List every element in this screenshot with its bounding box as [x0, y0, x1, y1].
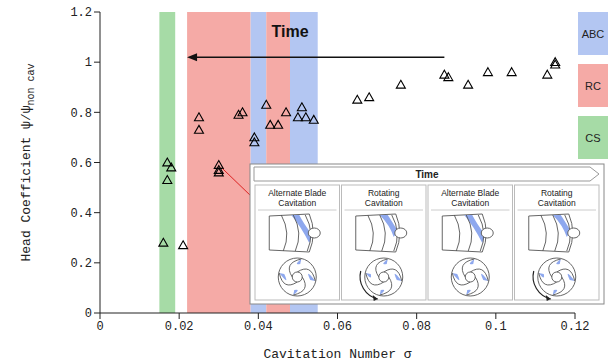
svg-text:CS: CS — [585, 132, 600, 144]
svg-text:0.2: 0.2 — [70, 257, 92, 271]
svg-text:Time: Time — [271, 23, 308, 40]
svg-text:ABC: ABC — [582, 28, 605, 40]
svg-text:Alternate Blade: Alternate Blade — [441, 188, 499, 198]
svg-text:Rotating: Rotating — [368, 188, 400, 198]
svg-text:Head Coefficient ψ/ψnon cav: Head Coefficient ψ/ψnon cav — [19, 63, 37, 261]
svg-text:0.6: 0.6 — [70, 157, 92, 171]
svg-text:0.02: 0.02 — [165, 320, 194, 334]
svg-text:0.4: 0.4 — [70, 207, 92, 221]
svg-text:Cavitation: Cavitation — [451, 198, 489, 208]
svg-text:0.1: 0.1 — [485, 320, 507, 334]
svg-text:RC: RC — [585, 80, 601, 92]
svg-text:Cavitation: Cavitation — [278, 198, 316, 208]
svg-text:0.06: 0.06 — [323, 320, 352, 334]
svg-text:Rotating: Rotating — [541, 188, 573, 198]
svg-text:0.08: 0.08 — [402, 320, 431, 334]
svg-text:1.2: 1.2 — [70, 6, 92, 20]
svg-text:Alternate Blade: Alternate Blade — [268, 188, 326, 198]
svg-text:0: 0 — [85, 307, 92, 321]
svg-text:0: 0 — [96, 320, 103, 334]
svg-text:Time: Time — [415, 169, 439, 180]
svg-text:0.8: 0.8 — [70, 107, 92, 121]
svg-text:Cavitation Number σ: Cavitation Number σ — [263, 347, 411, 362]
svg-text:1: 1 — [85, 56, 92, 70]
svg-text:0.04: 0.04 — [244, 320, 273, 334]
svg-text:Cavitation: Cavitation — [538, 198, 576, 208]
svg-text:0.12: 0.12 — [561, 320, 590, 334]
svg-text:Cavitation: Cavitation — [365, 198, 403, 208]
